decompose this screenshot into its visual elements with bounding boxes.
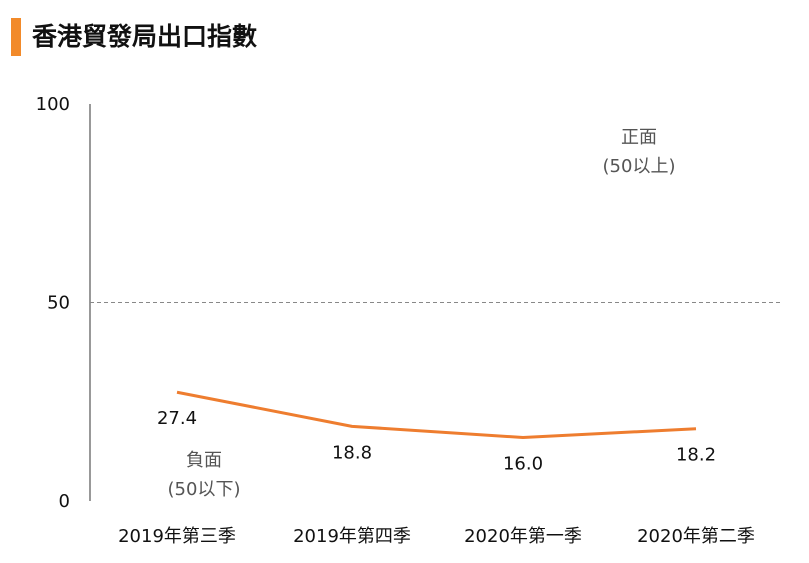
x-tick-label: 2020年第一季 [464, 526, 582, 547]
data-label: 27.4 [157, 408, 197, 429]
series-group [176, 390, 697, 439]
data-label: 18.8 [332, 442, 372, 463]
title-accent-bar [11, 18, 21, 56]
annotation-negative-range: (50以下) [168, 479, 241, 500]
series-line [176, 390, 697, 439]
annotation-positive-range: (50以上) [603, 156, 676, 177]
chart-title: 香港貿發局出口指數 [32, 22, 258, 51]
y-tick-label: 50 [47, 293, 70, 314]
labels-group: 27.4 18.8 16.0 18.2 [157, 392, 716, 474]
x-tick-label: 2020年第二季 [637, 526, 755, 547]
annotation-positive-label: 正面 [621, 127, 657, 148]
y-tick-label: 100 [36, 94, 70, 115]
data-label: 16.0 [503, 453, 543, 474]
annotations-group: 正面 (50以上) 負面 (50以下) [168, 127, 676, 500]
annotation-negative-label: 負面 [186, 450, 222, 471]
x-tick-label: 2019年第三季 [118, 526, 236, 547]
y-tick-label: 0 [59, 491, 70, 512]
axes: 0 50 100 2019年第三季 2019年第四季 2020年第一季 2020年第二季 [36, 94, 755, 547]
data-label: 18.2 [676, 445, 716, 466]
x-tick-label: 2019年第四季 [293, 526, 411, 547]
